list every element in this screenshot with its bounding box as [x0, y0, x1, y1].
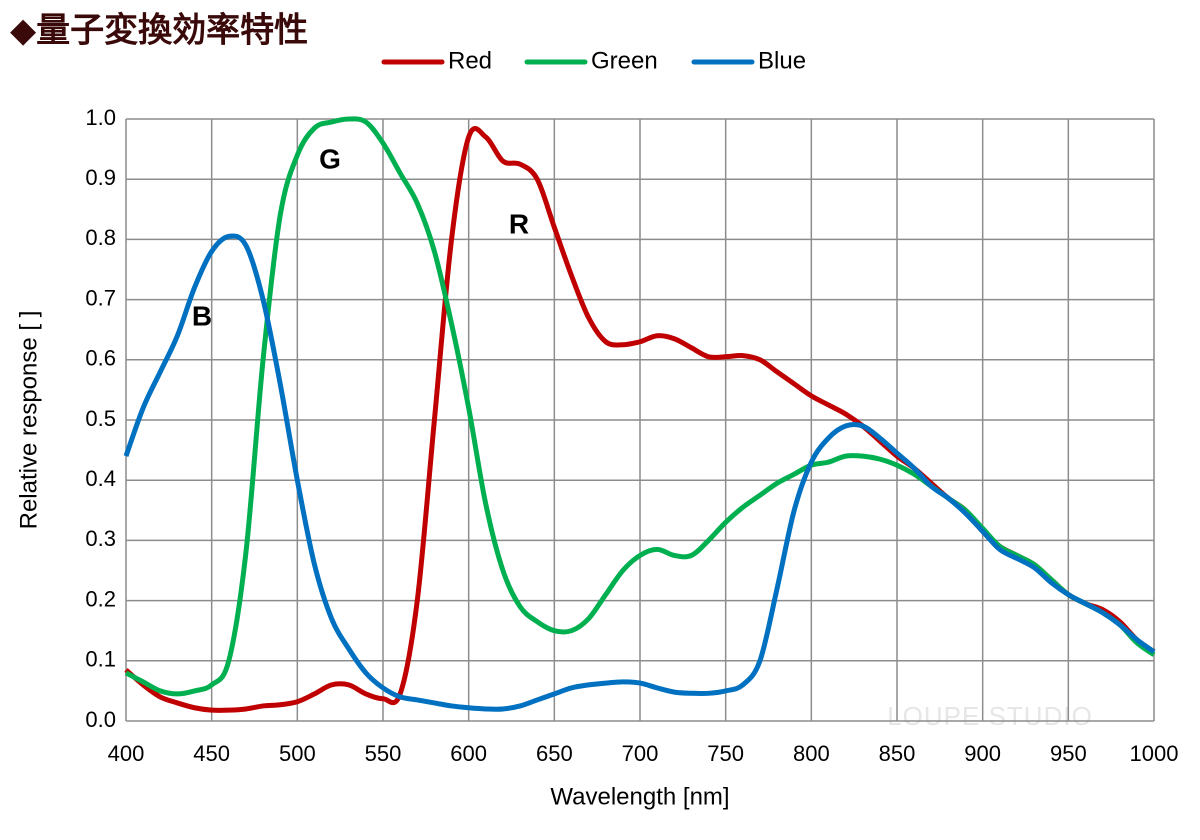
x-tick-label: 500	[279, 741, 316, 766]
y-tick-label: 0.1	[85, 647, 116, 672]
x-tick-label: 450	[193, 741, 230, 766]
y-tick-label: 1.0	[85, 105, 116, 130]
annotation: G	[319, 143, 341, 174]
y-tick-label: 0.0	[85, 707, 116, 732]
annotation: B	[192, 300, 212, 331]
chart-title: ◆量子変換効率特性	[10, 11, 308, 51]
x-tick-label: 750	[707, 741, 744, 766]
y-tick-label: 0.9	[85, 165, 116, 190]
annotation: R	[509, 208, 529, 239]
x-tick-label: 650	[536, 741, 573, 766]
legend-label: Blue	[758, 47, 806, 74]
y-tick-label: 0.4	[85, 466, 116, 491]
y-tick-label: 0.5	[85, 406, 116, 431]
x-tick-label: 1000	[1130, 741, 1179, 766]
x-tick-label: 900	[964, 741, 1001, 766]
y-tick-label: 0.8	[85, 225, 116, 250]
y-axis-label: Relative response [ ]	[15, 311, 42, 530]
watermark: LOUPE STUDIO	[887, 701, 1093, 731]
x-tick-label: 950	[1050, 741, 1087, 766]
y-tick-label: 0.2	[85, 586, 116, 611]
legend-label: Green	[591, 47, 658, 74]
x-tick-label: 800	[793, 741, 830, 766]
series-line	[123, 233, 1156, 712]
legend-label: Red	[448, 47, 492, 74]
y-tick-label: 0.7	[85, 285, 116, 310]
x-axis-label: Wavelength [nm]	[550, 783, 729, 810]
x-tick-label: 400	[108, 741, 145, 766]
x-tick-label: 700	[622, 741, 659, 766]
y-tick-label: 0.3	[85, 526, 116, 551]
x-tick-label: 600	[450, 741, 487, 766]
x-tick-label: 850	[879, 741, 916, 766]
y-tick-label: 0.6	[85, 346, 116, 371]
x-tick-label: 550	[365, 741, 402, 766]
